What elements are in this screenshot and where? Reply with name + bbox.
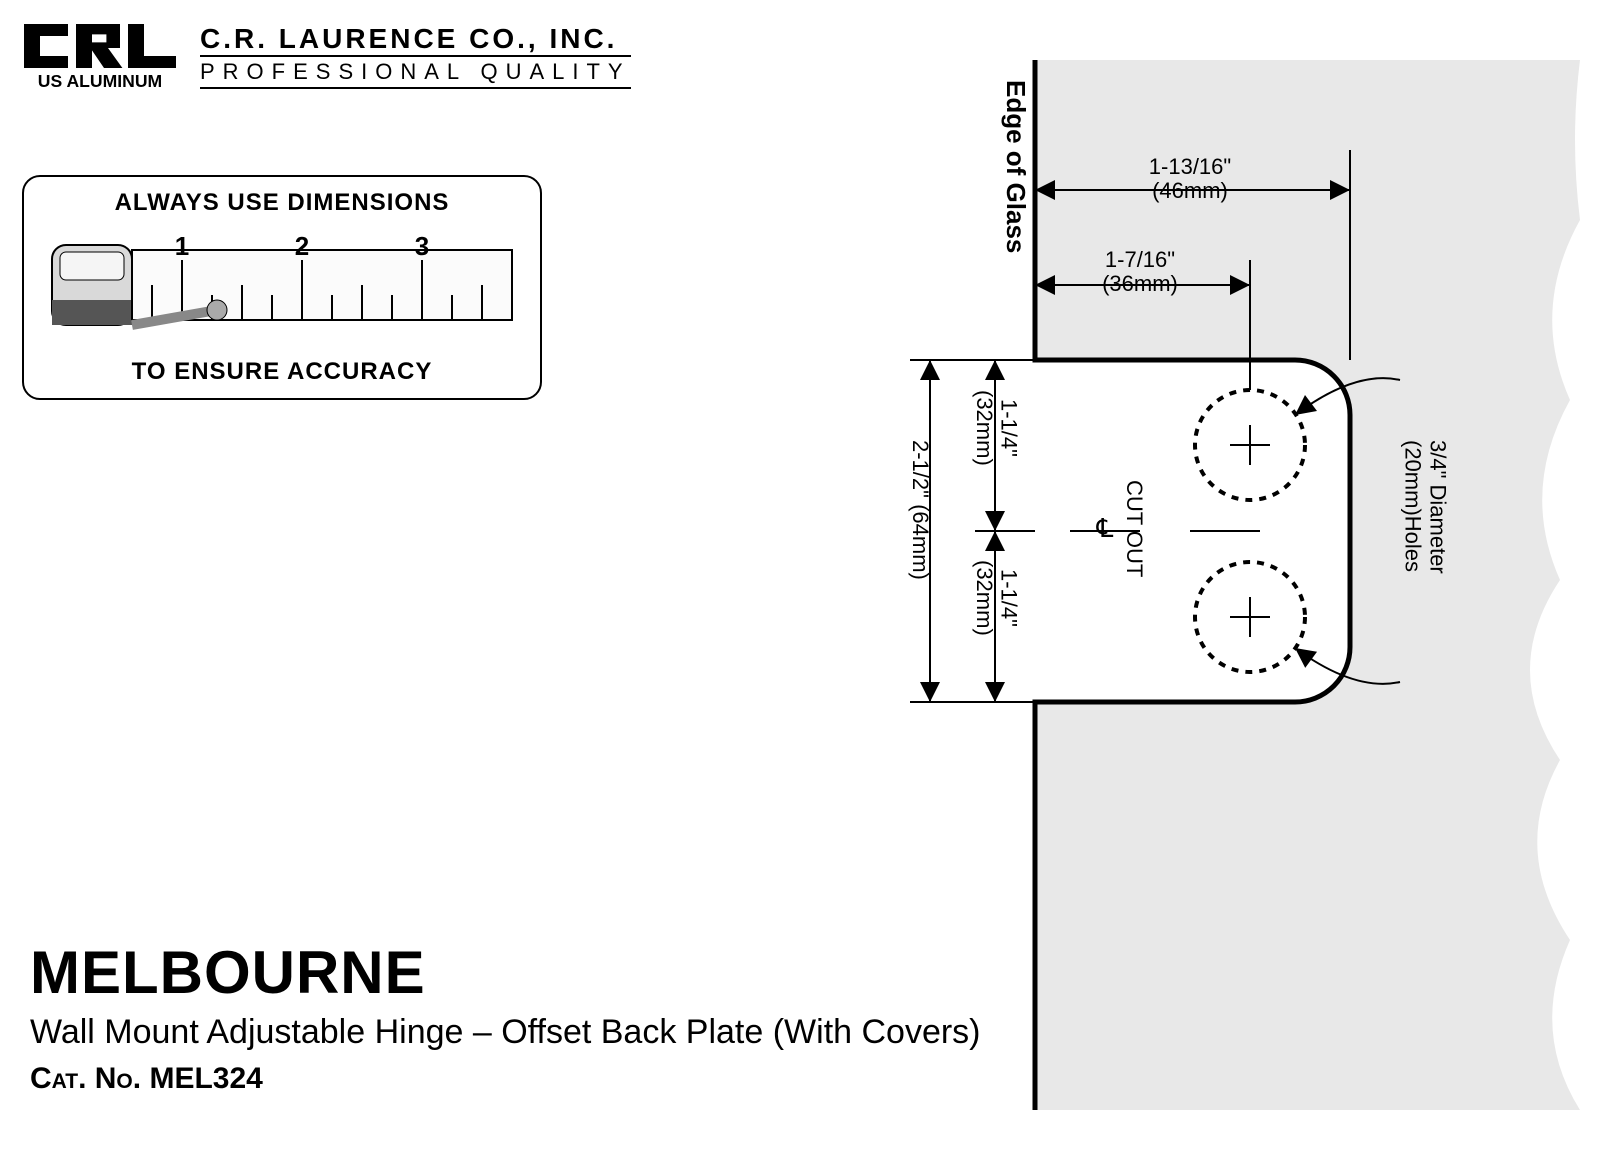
dim-side-full-text: 2-1/2" (64mm) [908,440,932,580]
tape-top-text: ALWAYS USE DIMENSIONS [115,189,450,217]
dim-top-inner-text: 1-7/16" (36mm) [1070,248,1210,296]
svg-text:2: 2 [295,231,309,261]
tape-measure-callout: ALWAYS USE DIMENSIONS 1 2 3 TO ENS [22,175,542,400]
crl-logo: US ALUMINUM [20,20,180,92]
company-block: C.R. LAURENCE CO., INC. PROFESSIONAL QUA… [200,23,631,89]
glass-shape [1035,60,1580,1110]
product-footer: MELBOURNE Wall Mount Adjustable Hinge – … [30,938,981,1096]
dim-side-half-top-text: 1-1/4" (32mm) [972,390,1020,466]
catalog-label: Cat. No. [30,1062,141,1095]
dim-top-outer-text: 1-13/16" (46mm) [1110,155,1270,203]
product-name: MELBOURNE [30,938,981,1007]
dim-side-half-bot-text: 1-1/4" (32mm) [972,560,1020,636]
company-name: C.R. LAURENCE CO., INC. [200,23,631,55]
catalog-number: MEL324 [149,1062,262,1095]
svg-text:3: 3 [415,231,429,261]
holes-label: 3/4" Diameter (20mm)Holes [1400,440,1451,574]
cutout-diagram: 1-13/16" (46mm) 1-7/16" (36mm) 2-1/2" (6… [880,60,1580,1110]
cutout-label: CUT OUT ℄ [1090,480,1147,577]
tape-bottom-text: TO ENSURE ACCURACY [132,358,433,386]
svg-text:US ALUMINUM: US ALUMINUM [38,71,162,91]
tape-measure-icon: 1 2 3 [42,230,522,345]
catalog-line: Cat. No. MEL324 [30,1062,981,1096]
header: US ALUMINUM C.R. LAURENCE CO., INC. PROF… [20,20,631,92]
svg-text:1: 1 [175,231,189,261]
product-description: Wall Mount Adjustable Hinge – Offset Bac… [30,1013,981,1052]
company-tagline: PROFESSIONAL QUALITY [200,55,631,85]
